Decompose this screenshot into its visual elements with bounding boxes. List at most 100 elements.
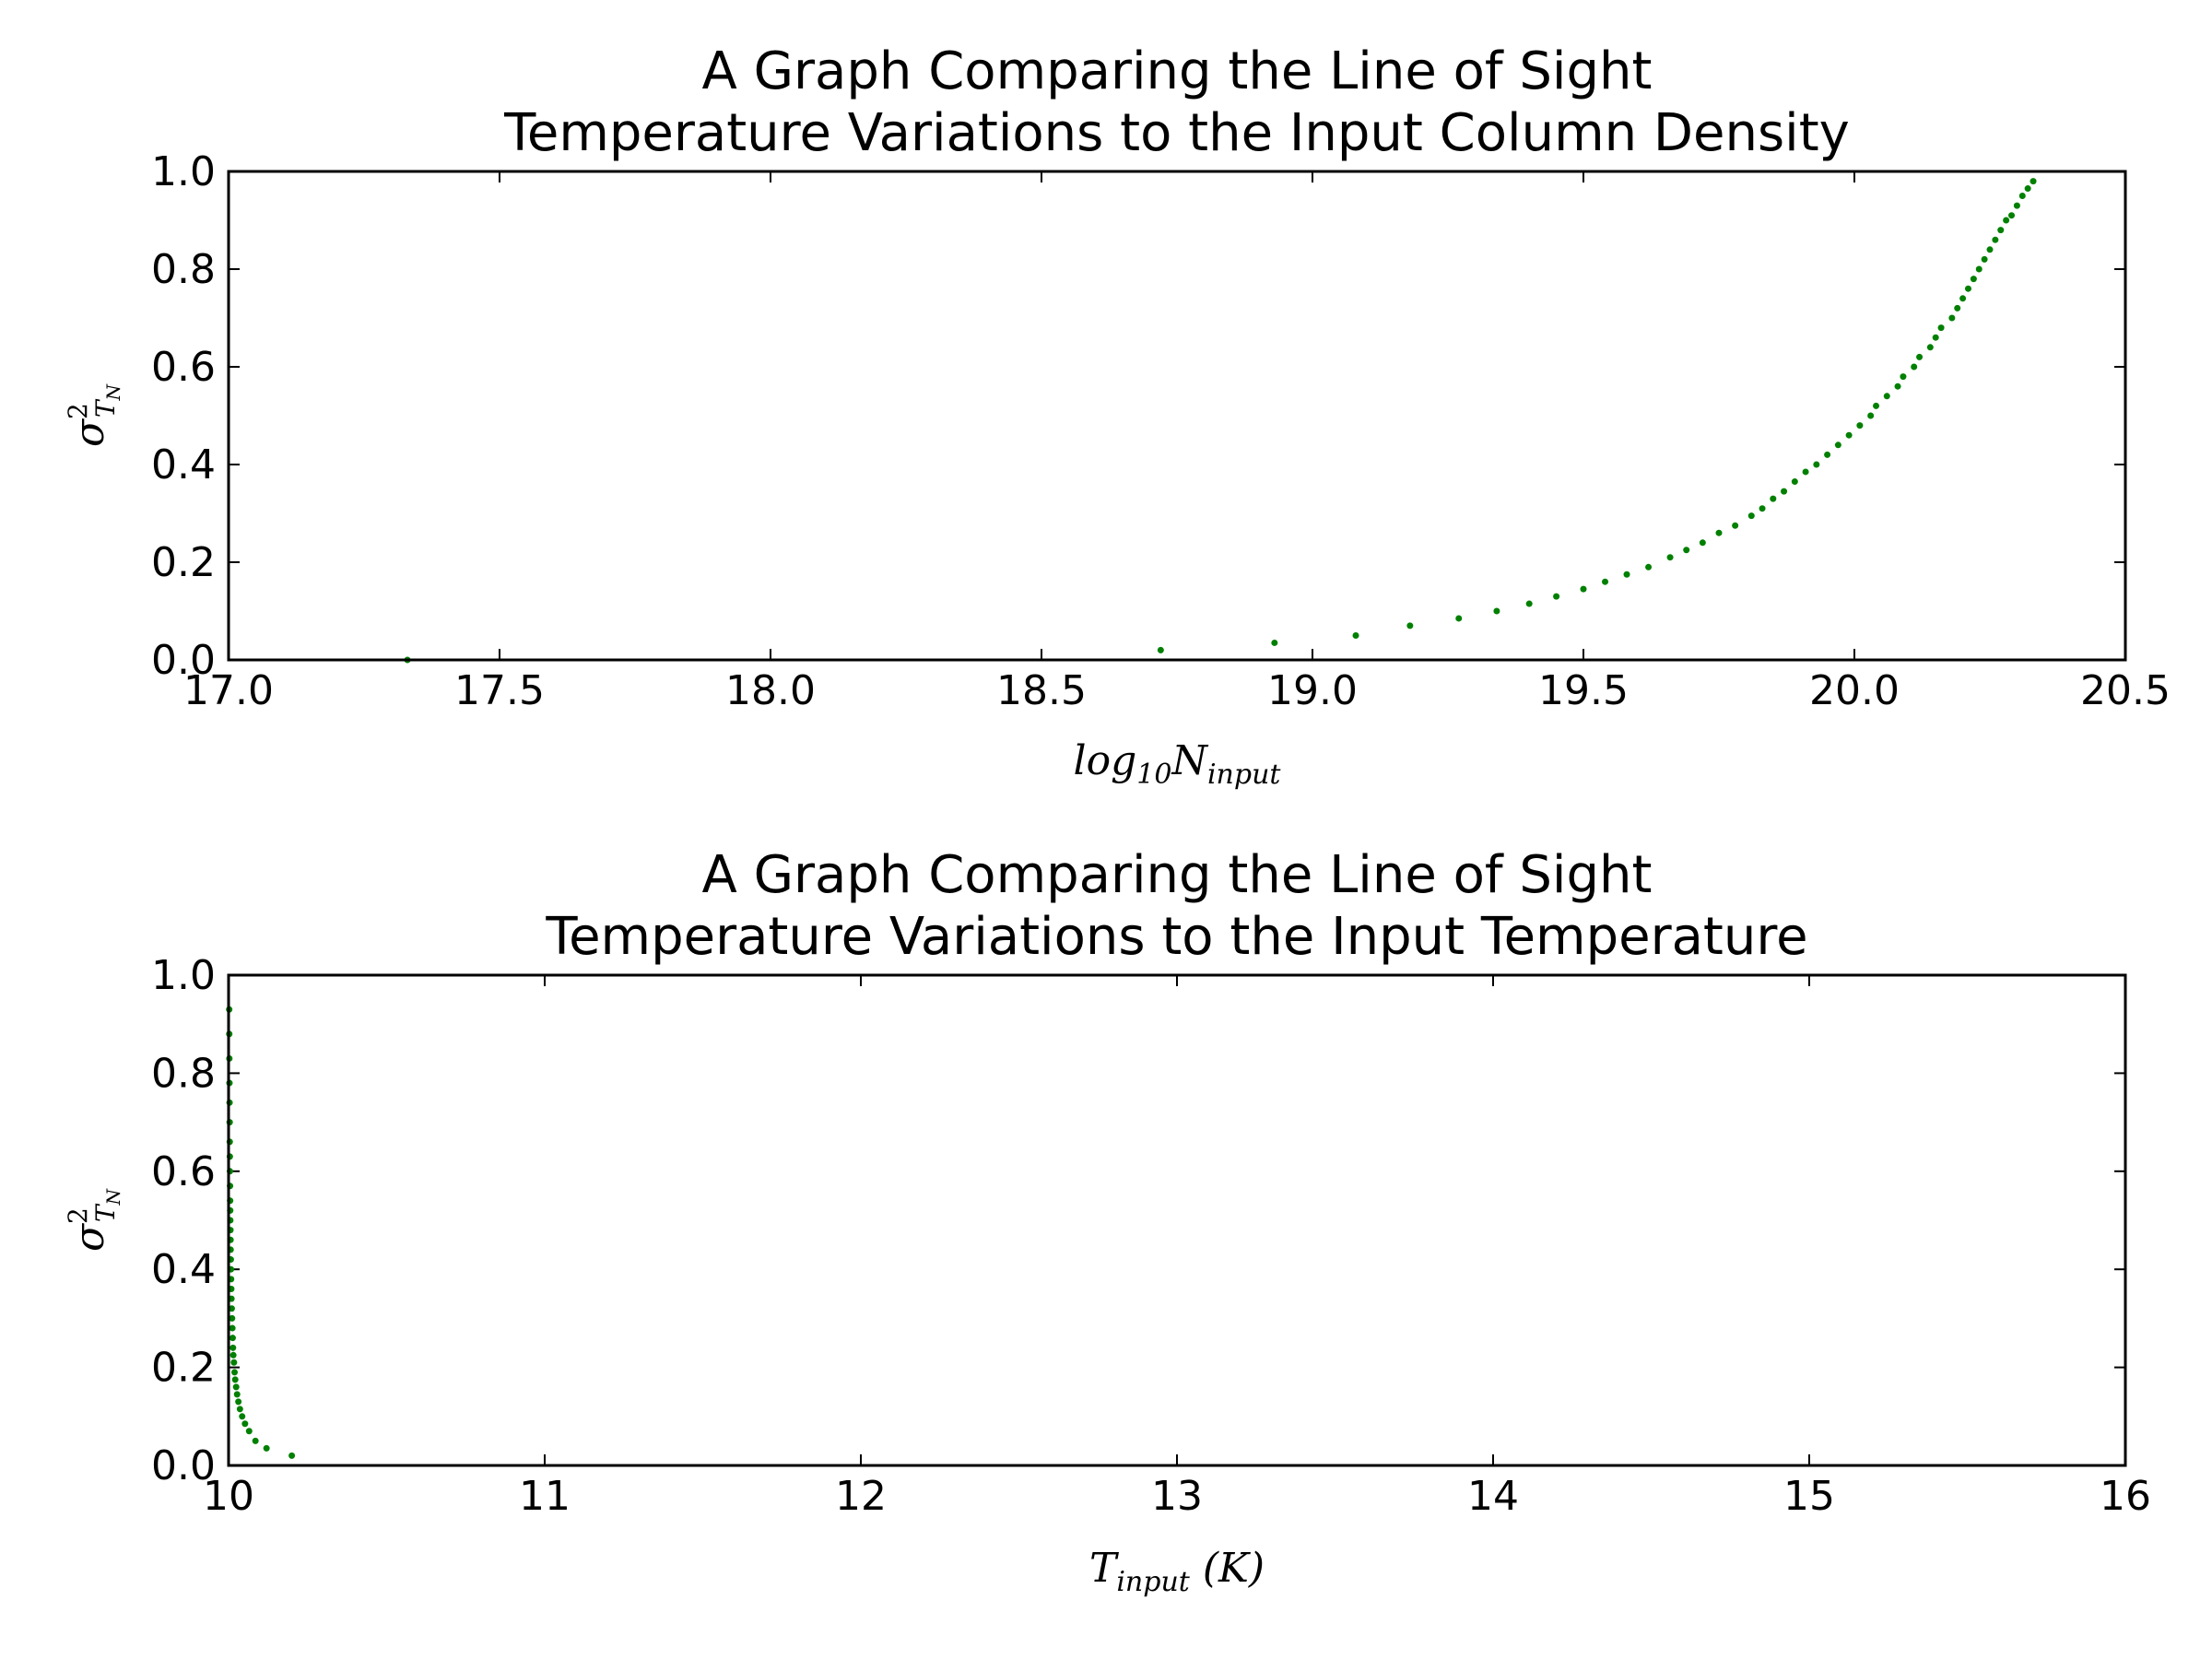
chart-2-y-tick-label: 0.8 xyxy=(151,1050,216,1097)
chart-2-data-point xyxy=(229,1344,237,1351)
chart-1-data-point xyxy=(1553,593,1560,600)
chart-1-data-point xyxy=(1873,402,1880,409)
chart-1-data-point xyxy=(1602,578,1609,585)
chart-2-data-point xyxy=(235,1398,242,1406)
chart-1-data-point xyxy=(1834,441,1841,449)
chart-2-data-point xyxy=(231,1369,239,1376)
chart-1-data-point xyxy=(2024,185,2031,193)
chart-2-x-tick-label: 15 xyxy=(1783,1473,1835,1520)
chart-1-data-point xyxy=(1455,615,1463,622)
chart-2-y-tick-label: 0.6 xyxy=(151,1148,216,1195)
chart-1-data-point xyxy=(1911,363,1918,371)
chart-1: A Graph Comparing the Line of Sight Temp… xyxy=(63,41,2171,791)
chart-1-x-tick-label: 19.5 xyxy=(1538,667,1629,714)
chart-1-data-point xyxy=(1937,324,1945,332)
chart-2-data-point xyxy=(263,1444,270,1452)
chart-1-data-point xyxy=(1997,227,2005,234)
chart-1-data-point xyxy=(1525,600,1533,607)
chart-1-data-point xyxy=(1986,246,1994,253)
chart-1-data-point xyxy=(1699,539,1706,547)
chart-1-y-axis-label: σ2TN xyxy=(63,382,124,447)
chart-1-x-tick-label: 17.0 xyxy=(183,667,274,714)
chart-1-x-tick-label: 18.0 xyxy=(725,667,816,714)
chart-2-x-axis-label: Tinput (K) xyxy=(1089,1545,1265,1598)
chart-1-data-point xyxy=(1954,304,1961,312)
chart-1-data-point xyxy=(1683,547,1690,554)
chart-1-data-point xyxy=(1732,522,1739,529)
chart-2-data-point xyxy=(228,1305,235,1312)
chart-2-y-tick-label: 1.0 xyxy=(151,952,216,999)
chart-1-title-line-1: A Graph Comparing the Line of Sight xyxy=(702,41,1653,101)
chart-2: A Graph Comparing the Line of Sight Temp… xyxy=(63,845,2151,1598)
chart-1-data-point xyxy=(1759,505,1766,512)
chart-1-data-point xyxy=(1493,607,1500,615)
chart-2-title-line-1: A Graph Comparing the Line of Sight xyxy=(702,845,1653,905)
chart-2-data-point xyxy=(229,1351,237,1359)
chart-2-points xyxy=(226,1006,296,1459)
chart-1-data-point xyxy=(1867,412,1875,419)
chart-2-x-tick-label: 10 xyxy=(203,1473,254,1520)
chart-2-y-tick-label: 0.2 xyxy=(151,1345,216,1392)
chart-1-data-point xyxy=(1981,255,1988,263)
chart-1-data-point xyxy=(1975,265,1983,273)
chart-1-data-point xyxy=(1856,422,1864,429)
chart-2-y-tick-label: 0.0 xyxy=(151,1442,216,1489)
chart-2-y-tick-label: 0.4 xyxy=(151,1246,216,1293)
chart-2-data-point xyxy=(288,1452,296,1459)
chart-1-data-point xyxy=(1791,478,1798,486)
chart-2-x-tick-label: 12 xyxy=(835,1473,887,1520)
chart-1-x-tick-label: 17.5 xyxy=(454,667,545,714)
chart-1-y-tick-label: 0.0 xyxy=(151,637,216,684)
chart-1-frame xyxy=(227,170,2127,662)
chart-2-data-point xyxy=(236,1406,243,1413)
chart-2-x-tick-label: 14 xyxy=(1467,1473,1519,1520)
chart-1-data-point xyxy=(1883,393,1890,400)
chart-2-frame xyxy=(227,973,2127,1467)
chart-1-data-point xyxy=(1715,529,1723,536)
chart-1-y-tick-label: 1.0 xyxy=(151,148,216,195)
chart-2-x-tick-label: 11 xyxy=(519,1473,571,1520)
chart-1-x-tick-label: 19.0 xyxy=(1267,667,1358,714)
chart-1-data-point xyxy=(1352,632,1359,639)
chart-1-x-tick-label: 20.5 xyxy=(2080,667,2171,714)
chart-1-y-tick-label: 0.4 xyxy=(151,441,216,488)
chart-1-data-point xyxy=(1900,373,1907,381)
chart-1-y-tick-label: 0.8 xyxy=(151,246,216,293)
chart-2-y-axis-label: σ2TN xyxy=(63,1187,124,1252)
chart-2-title-line-2: Temperature Variations to the Input Temp… xyxy=(545,907,1807,967)
chart-1-data-point xyxy=(1157,646,1164,653)
chart-2-data-point xyxy=(229,1324,236,1332)
chart-1-data-point xyxy=(1959,295,1967,302)
chart-1-data-point xyxy=(1645,563,1653,571)
chart-2-data-point xyxy=(229,1335,236,1342)
chart-1-data-point xyxy=(1271,639,1278,646)
chart-1-data-point xyxy=(1406,622,1414,629)
chart-2-data-point xyxy=(233,1391,241,1398)
chart-2-ticks: 10 11 12 13 14 15 16 0.0 0.2 0.4 0.6 0.8 1.0 xyxy=(151,952,2151,1520)
chart-1-data-point xyxy=(1802,468,1809,476)
chart-1-data-point xyxy=(1824,451,1831,458)
chart-1-data-point xyxy=(1894,382,1901,390)
chart-1-data-point xyxy=(2018,193,2026,199)
chart-2-x-tick-label: 13 xyxy=(1151,1473,1203,1520)
chart-2-data-point xyxy=(239,1413,246,1420)
chart-1-data-point xyxy=(2008,212,2016,219)
chart-2-data-point xyxy=(252,1437,259,1444)
chart-1-data-point xyxy=(1992,236,1999,243)
chart-2-data-point xyxy=(241,1420,249,1428)
chart-1-data-point xyxy=(1970,276,1977,283)
chart-1-data-point xyxy=(1781,488,1788,495)
chart-2-data-point xyxy=(245,1428,253,1435)
chart-1-data-point xyxy=(1813,461,1820,468)
chart-1-y-tick-label: 0.6 xyxy=(151,344,216,391)
chart-1-data-point xyxy=(1666,554,1674,561)
chart-1-data-point xyxy=(2003,217,2010,224)
chart-1-data-point xyxy=(1948,314,1956,322)
chart-1-points xyxy=(404,178,2037,664)
chart-1-data-point xyxy=(1845,431,1853,439)
chart-1-data-point xyxy=(1770,495,1777,502)
chart-2-data-point xyxy=(229,1314,236,1322)
chart-1-data-point xyxy=(1580,585,1587,593)
chart-1-data-point xyxy=(1623,571,1630,578)
